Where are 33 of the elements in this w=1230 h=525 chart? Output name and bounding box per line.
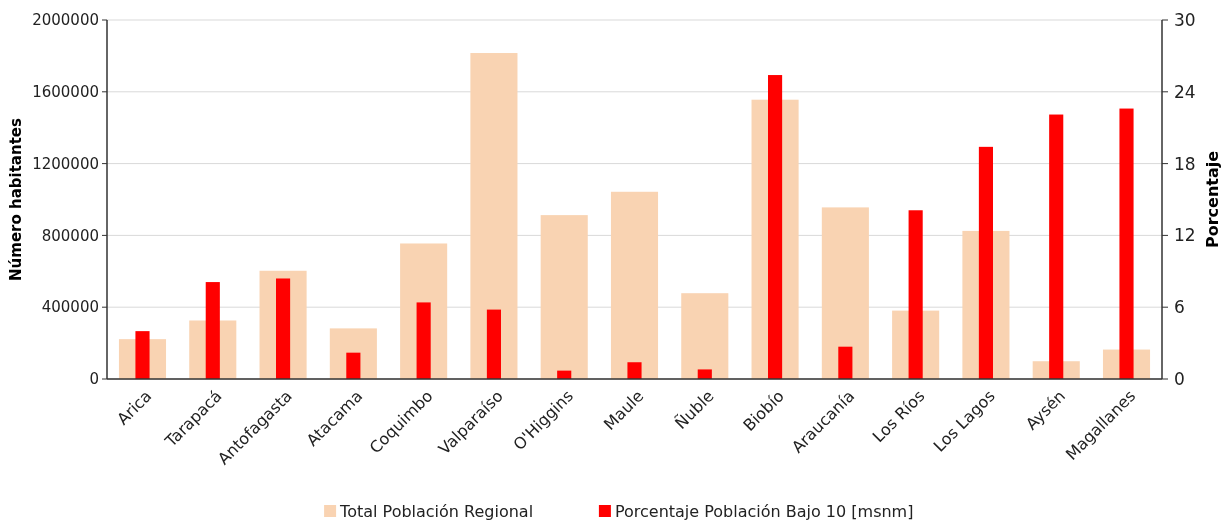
bar	[486, 309, 501, 379]
bar	[540, 215, 588, 379]
bar	[470, 53, 518, 379]
y2-tick-label: 30	[1174, 9, 1196, 30]
legend-label: Total Población Regional	[339, 501, 534, 521]
y-tick-label: 1200000	[32, 154, 99, 173]
y-tick-label: 1600000	[32, 83, 99, 102]
y2-tick-label: 24	[1174, 81, 1196, 102]
bar	[610, 191, 659, 379]
legend-label: Porcentaje Población Bajo 10 [msnm]	[614, 501, 914, 521]
y-tick-label: 400000	[41, 298, 99, 317]
bar	[978, 146, 993, 379]
y-axis-title: Número habitantes	[7, 117, 26, 281]
y2-tick-label: 6	[1174, 297, 1185, 318]
y-tick-label: 0	[89, 370, 99, 389]
y-tick-label: 2000000	[32, 11, 99, 30]
bar	[681, 293, 729, 379]
y2-axis-title: Porcentaje	[1202, 150, 1222, 249]
y-tick-label: 800000	[41, 226, 99, 245]
bar	[346, 352, 361, 379]
y2-tick-label: 18	[1174, 153, 1196, 174]
bar	[416, 302, 431, 379]
bar	[908, 210, 923, 379]
bar	[205, 282, 220, 379]
bar	[821, 207, 869, 379]
bar	[838, 346, 853, 379]
bar	[276, 278, 291, 379]
y2-tick-label: 0	[1174, 368, 1185, 389]
y2-tick-label: 12	[1174, 225, 1196, 246]
bar	[697, 369, 712, 379]
bar	[627, 362, 642, 379]
bar	[768, 75, 783, 379]
bar	[1049, 114, 1064, 379]
